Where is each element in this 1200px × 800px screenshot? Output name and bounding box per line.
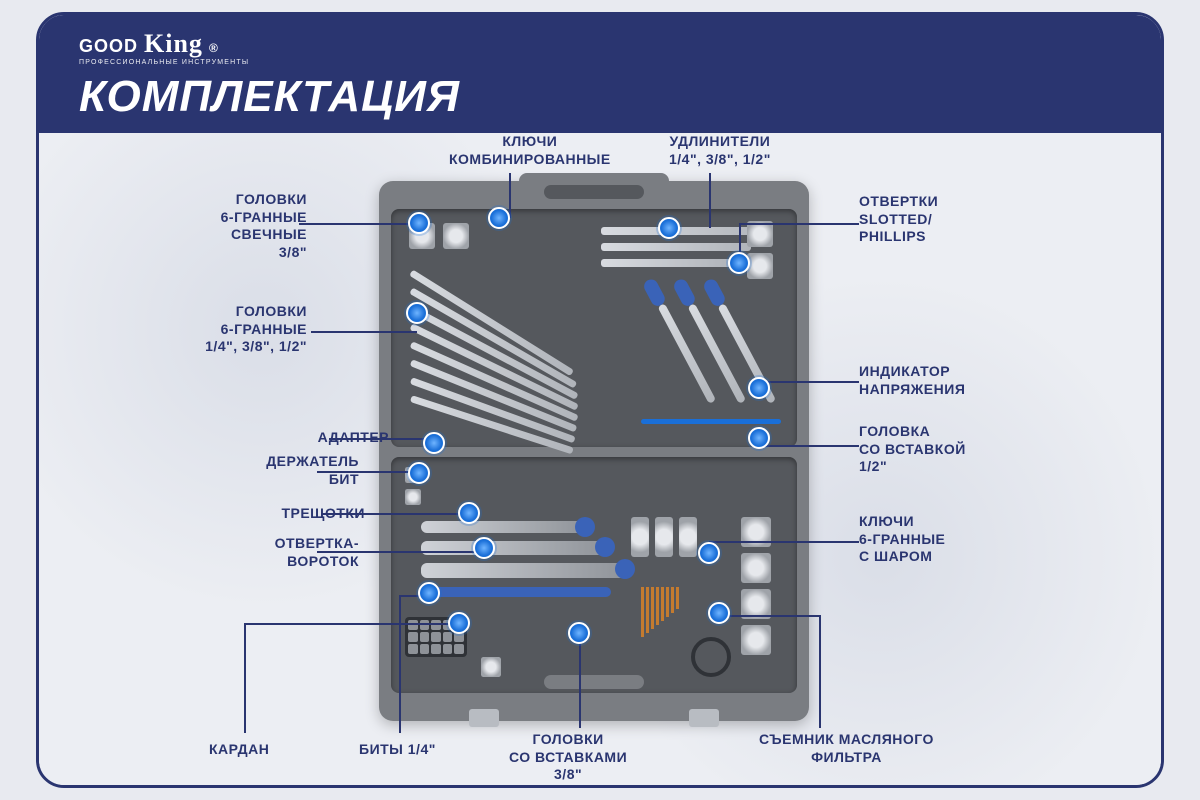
callout-lead [399, 595, 401, 733]
callout-marker-hex-ball-keys [698, 542, 720, 564]
callout-lead [709, 541, 859, 543]
tool-socket [481, 657, 501, 677]
callout-lead [759, 445, 859, 447]
tool-t-handle [431, 587, 611, 597]
callout-marker-bit-holder [408, 462, 430, 484]
callout-label-bit-holder: ДЕРЖАТЕЛЬ БИТ [219, 453, 359, 488]
callout-lead [719, 615, 819, 617]
callout-marker-ratchets [458, 502, 480, 524]
callout-label-cardan: КАРДАН [209, 741, 269, 759]
tool-hex-keys [641, 587, 679, 637]
tool-screwdriver [687, 303, 746, 404]
brand-tagline: ПРОФЕССИОНАЛЬНЫЕ ИНСТРУМЕНТЫ [79, 59, 1121, 66]
tool-socket [747, 253, 773, 279]
callout-lead [299, 223, 419, 225]
callout-marker-keys-combo [488, 207, 510, 229]
tool-extension [601, 227, 771, 235]
callout-lead [509, 173, 511, 218]
callout-marker-cardan [448, 612, 470, 634]
case-lid [391, 209, 797, 447]
callout-label-socket-insert-12: ГОЛОВКА СО ВСТАВКОЙ 1/2" [859, 423, 966, 476]
diagram-area: КЛЮЧИ КОМБИНИРОВАННЫЕ УДЛИНИТЕЛИ 1/4", 3/… [39, 133, 1161, 785]
callout-lead [244, 623, 459, 625]
case-handle [544, 185, 644, 199]
brand-king: King [144, 29, 203, 59]
callout-marker-extensions [658, 217, 680, 239]
callout-label-adapter: АДАПТЕР [249, 429, 389, 447]
callout-label-extensions: УДЛИНИТЕЛИ 1/4", 3/8", 1/2" [669, 133, 771, 168]
tool-screwdriver [657, 303, 716, 404]
tool-socket [741, 553, 771, 583]
tool-socket [741, 625, 771, 655]
callout-marker-voltage-tester [748, 377, 770, 399]
callout-marker-socket-insert-38 [568, 622, 590, 644]
callout-label-oil-filter-puller: СЪЕМНИК МАСЛЯНОГО ФИЛЬТРА [759, 731, 934, 766]
callout-lead [709, 173, 711, 228]
callout-lead [311, 331, 417, 333]
case-tray [391, 457, 797, 693]
callout-lead [819, 615, 821, 728]
callout-label-ratchets: ТРЕЩОТКИ [225, 505, 365, 523]
infographic-frame: GOOD King ® ПРОФЕССИОНАЛЬНЫЕ ИНСТРУМЕНТЫ… [36, 12, 1164, 788]
callout-label-sockets-hex: ГОЛОВКИ 6-ГРАННЫЕ 1/4", 3/8", 1/2" [167, 303, 307, 356]
callout-lead [579, 635, 581, 728]
callout-marker-sockets-spark [408, 212, 430, 234]
tool-voltage-tester [641, 419, 781, 424]
callout-marker-t-handle [473, 537, 495, 559]
tool-ratchet [421, 521, 591, 533]
tool-socket [405, 489, 421, 505]
case-latch [689, 709, 719, 727]
brand-reg: ® [209, 41, 219, 55]
callout-lead [739, 223, 859, 225]
case-latch [469, 709, 499, 727]
callout-marker-oil-filter-puller [708, 602, 730, 624]
callout-label-keys-combo: КЛЮЧИ КОМБИНИРОВАННЫЕ [449, 133, 611, 168]
callout-label-hex-ball-keys: КЛЮЧИ 6-ГРАННЫЕ С ШАРОМ [859, 513, 945, 566]
callout-marker-screwdrivers [728, 252, 750, 274]
callout-marker-adapter [423, 432, 445, 454]
case-bottom-handle [544, 675, 644, 689]
callout-label-socket-insert-38: ГОЛОВКИ СО ВСТАВКАМИ 3/8" [509, 731, 627, 784]
tool-deep-socket [679, 517, 697, 557]
brand-logo: GOOD King ® [79, 29, 1121, 59]
callout-marker-sockets-hex [406, 302, 428, 324]
tool-deep-socket [631, 517, 649, 557]
callout-marker-socket-insert-12 [748, 427, 770, 449]
tool-extension [601, 243, 751, 251]
brand-good: GOOD [79, 36, 138, 57]
callout-label-screwdrivers: ОТВЕРТКИ SLOTTED/ PHILLIPS [859, 193, 938, 246]
tool-extension [601, 259, 731, 267]
callout-marker-bits-14 [418, 582, 440, 604]
tool-ratchet [421, 563, 631, 578]
header: GOOD King ® ПРОФЕССИОНАЛЬНЫЕ ИНСТРУМЕНТЫ… [39, 15, 1161, 133]
callout-label-sockets-spark: ГОЛОВКИ 6-ГРАННЫЕ СВЕЧНЫЕ 3/8" [167, 191, 307, 261]
tool-deep-socket [655, 517, 673, 557]
callout-lead [244, 623, 246, 733]
tool-socket [443, 223, 469, 249]
callout-label-voltage-tester: ИНДИКАТОР НАПРЯЖЕНИЯ [859, 363, 965, 398]
page-title: КОМПЛЕКТАЦИЯ [79, 72, 1121, 122]
callout-label-bits-14: БИТЫ 1/4" [359, 741, 436, 759]
tool-oil-filter-wrench [691, 637, 731, 677]
callout-label-t-handle: ОТВЕРТКА- ВОРОТОК [219, 535, 359, 570]
callout-lead [759, 381, 859, 383]
